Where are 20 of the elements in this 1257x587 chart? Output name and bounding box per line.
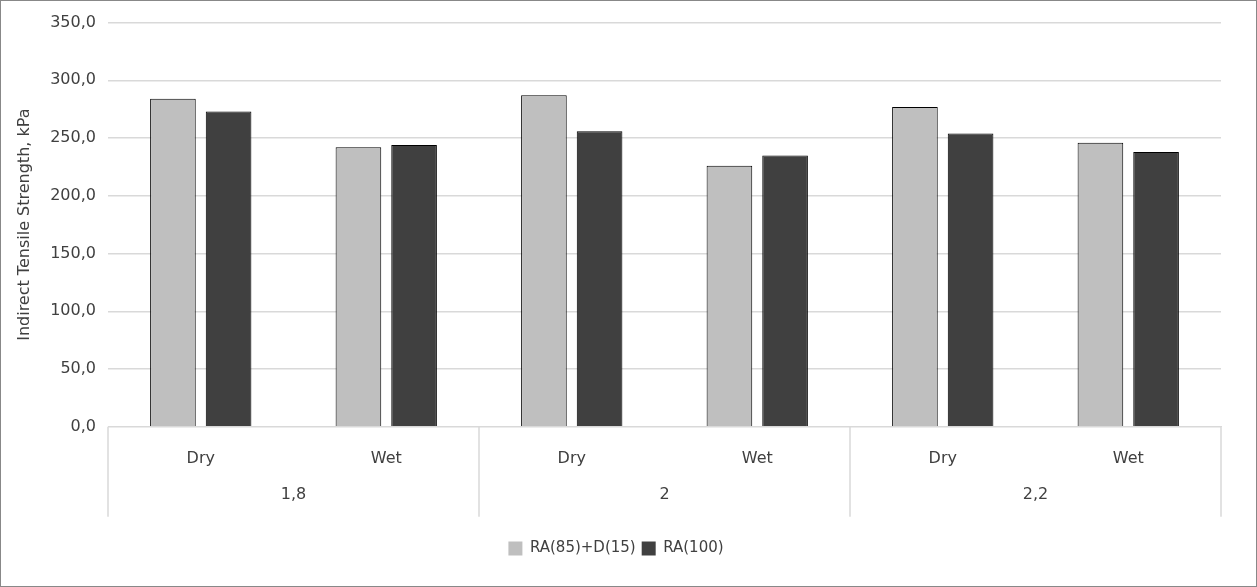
x-tick-label: Dry — [557, 447, 586, 467]
y-tick-label: 250,0 — [50, 127, 96, 147]
legend-label: RA(85)+D(15) — [529, 538, 636, 557]
y-tick-label: 50,0 — [60, 358, 96, 378]
x-tick-label: Wet — [370, 447, 402, 467]
y-tick-label: 350,0 — [50, 11, 96, 31]
y-axis-title: Indirect Tensile Strength, kPa — [13, 108, 33, 341]
x-tick-label: Wet — [1112, 447, 1144, 467]
y-tick-label: 150,0 — [50, 242, 96, 262]
x-tick-label: Dry — [928, 447, 957, 467]
y-tick-label: 300,0 — [50, 69, 96, 89]
text: 2 — [659, 483, 670, 503]
y-tick-label: 0,0 — [70, 415, 96, 435]
x-tick-label: Dry — [186, 447, 215, 467]
text: 1,8 — [280, 483, 307, 503]
x-tick-label: Wet — [741, 447, 773, 467]
text: 2,2 — [1022, 483, 1049, 503]
legend-label: RA(100) — [663, 538, 724, 557]
y-tick-label: 200,0 — [50, 184, 96, 204]
y-tick-label: 100,0 — [50, 300, 96, 320]
